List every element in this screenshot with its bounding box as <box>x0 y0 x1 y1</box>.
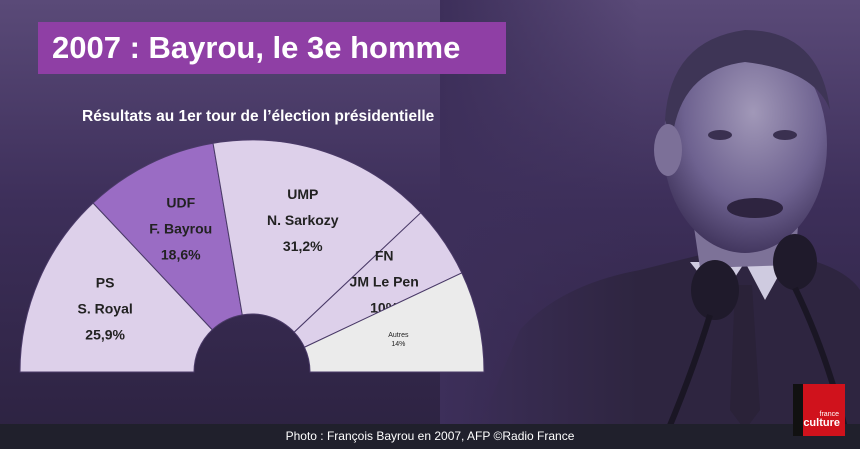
france-culture-logo: france culture <box>793 384 845 436</box>
slice-ump <box>212 139 422 333</box>
photo-caption: Photo : François Bayrou en 2007, AFP ©Ra… <box>285 429 575 443</box>
slice-udf <box>92 142 243 331</box>
slice-ump-candidate-label: N. Sarkozy <box>267 212 339 228</box>
slice-ps-value-label: 25,9% <box>85 326 125 342</box>
slice-ps-candidate-label: S. Royal <box>78 300 133 316</box>
slice-ump-party-label: UMP <box>287 186 318 202</box>
chart-title: Résultats au 1er tour de l’élection prés… <box>82 108 435 125</box>
slice-fn-candidate-label: JM Le Pen <box>350 274 419 290</box>
slice-autres-value-label: 14% <box>391 341 405 348</box>
slice-fn-party-label: FN <box>375 248 394 264</box>
slice-autres-party-label: Autres <box>388 332 409 339</box>
slice-udf-value-label: 18,6% <box>161 247 201 263</box>
slice-ump-value-label: 31,2% <box>283 238 323 254</box>
slice-ps-party-label: PS <box>96 274 115 290</box>
logo-text-culture: culture <box>803 417 840 429</box>
slice-autres <box>303 272 485 373</box>
slice-udf-party-label: UDF <box>166 195 195 211</box>
footer-bar: Photo : François Bayrou en 2007, AFP ©Ra… <box>0 424 860 449</box>
main-title: 2007 : Bayrou, le 3e homme <box>52 30 461 65</box>
title-banner: 2007 : Bayrou, le 3e homme <box>38 22 506 74</box>
slice-udf-candidate-label: F. Bayrou <box>149 221 212 237</box>
logo-text-france: france <box>819 411 839 418</box>
logo-stripe <box>793 384 803 436</box>
slice-ps <box>19 202 213 373</box>
